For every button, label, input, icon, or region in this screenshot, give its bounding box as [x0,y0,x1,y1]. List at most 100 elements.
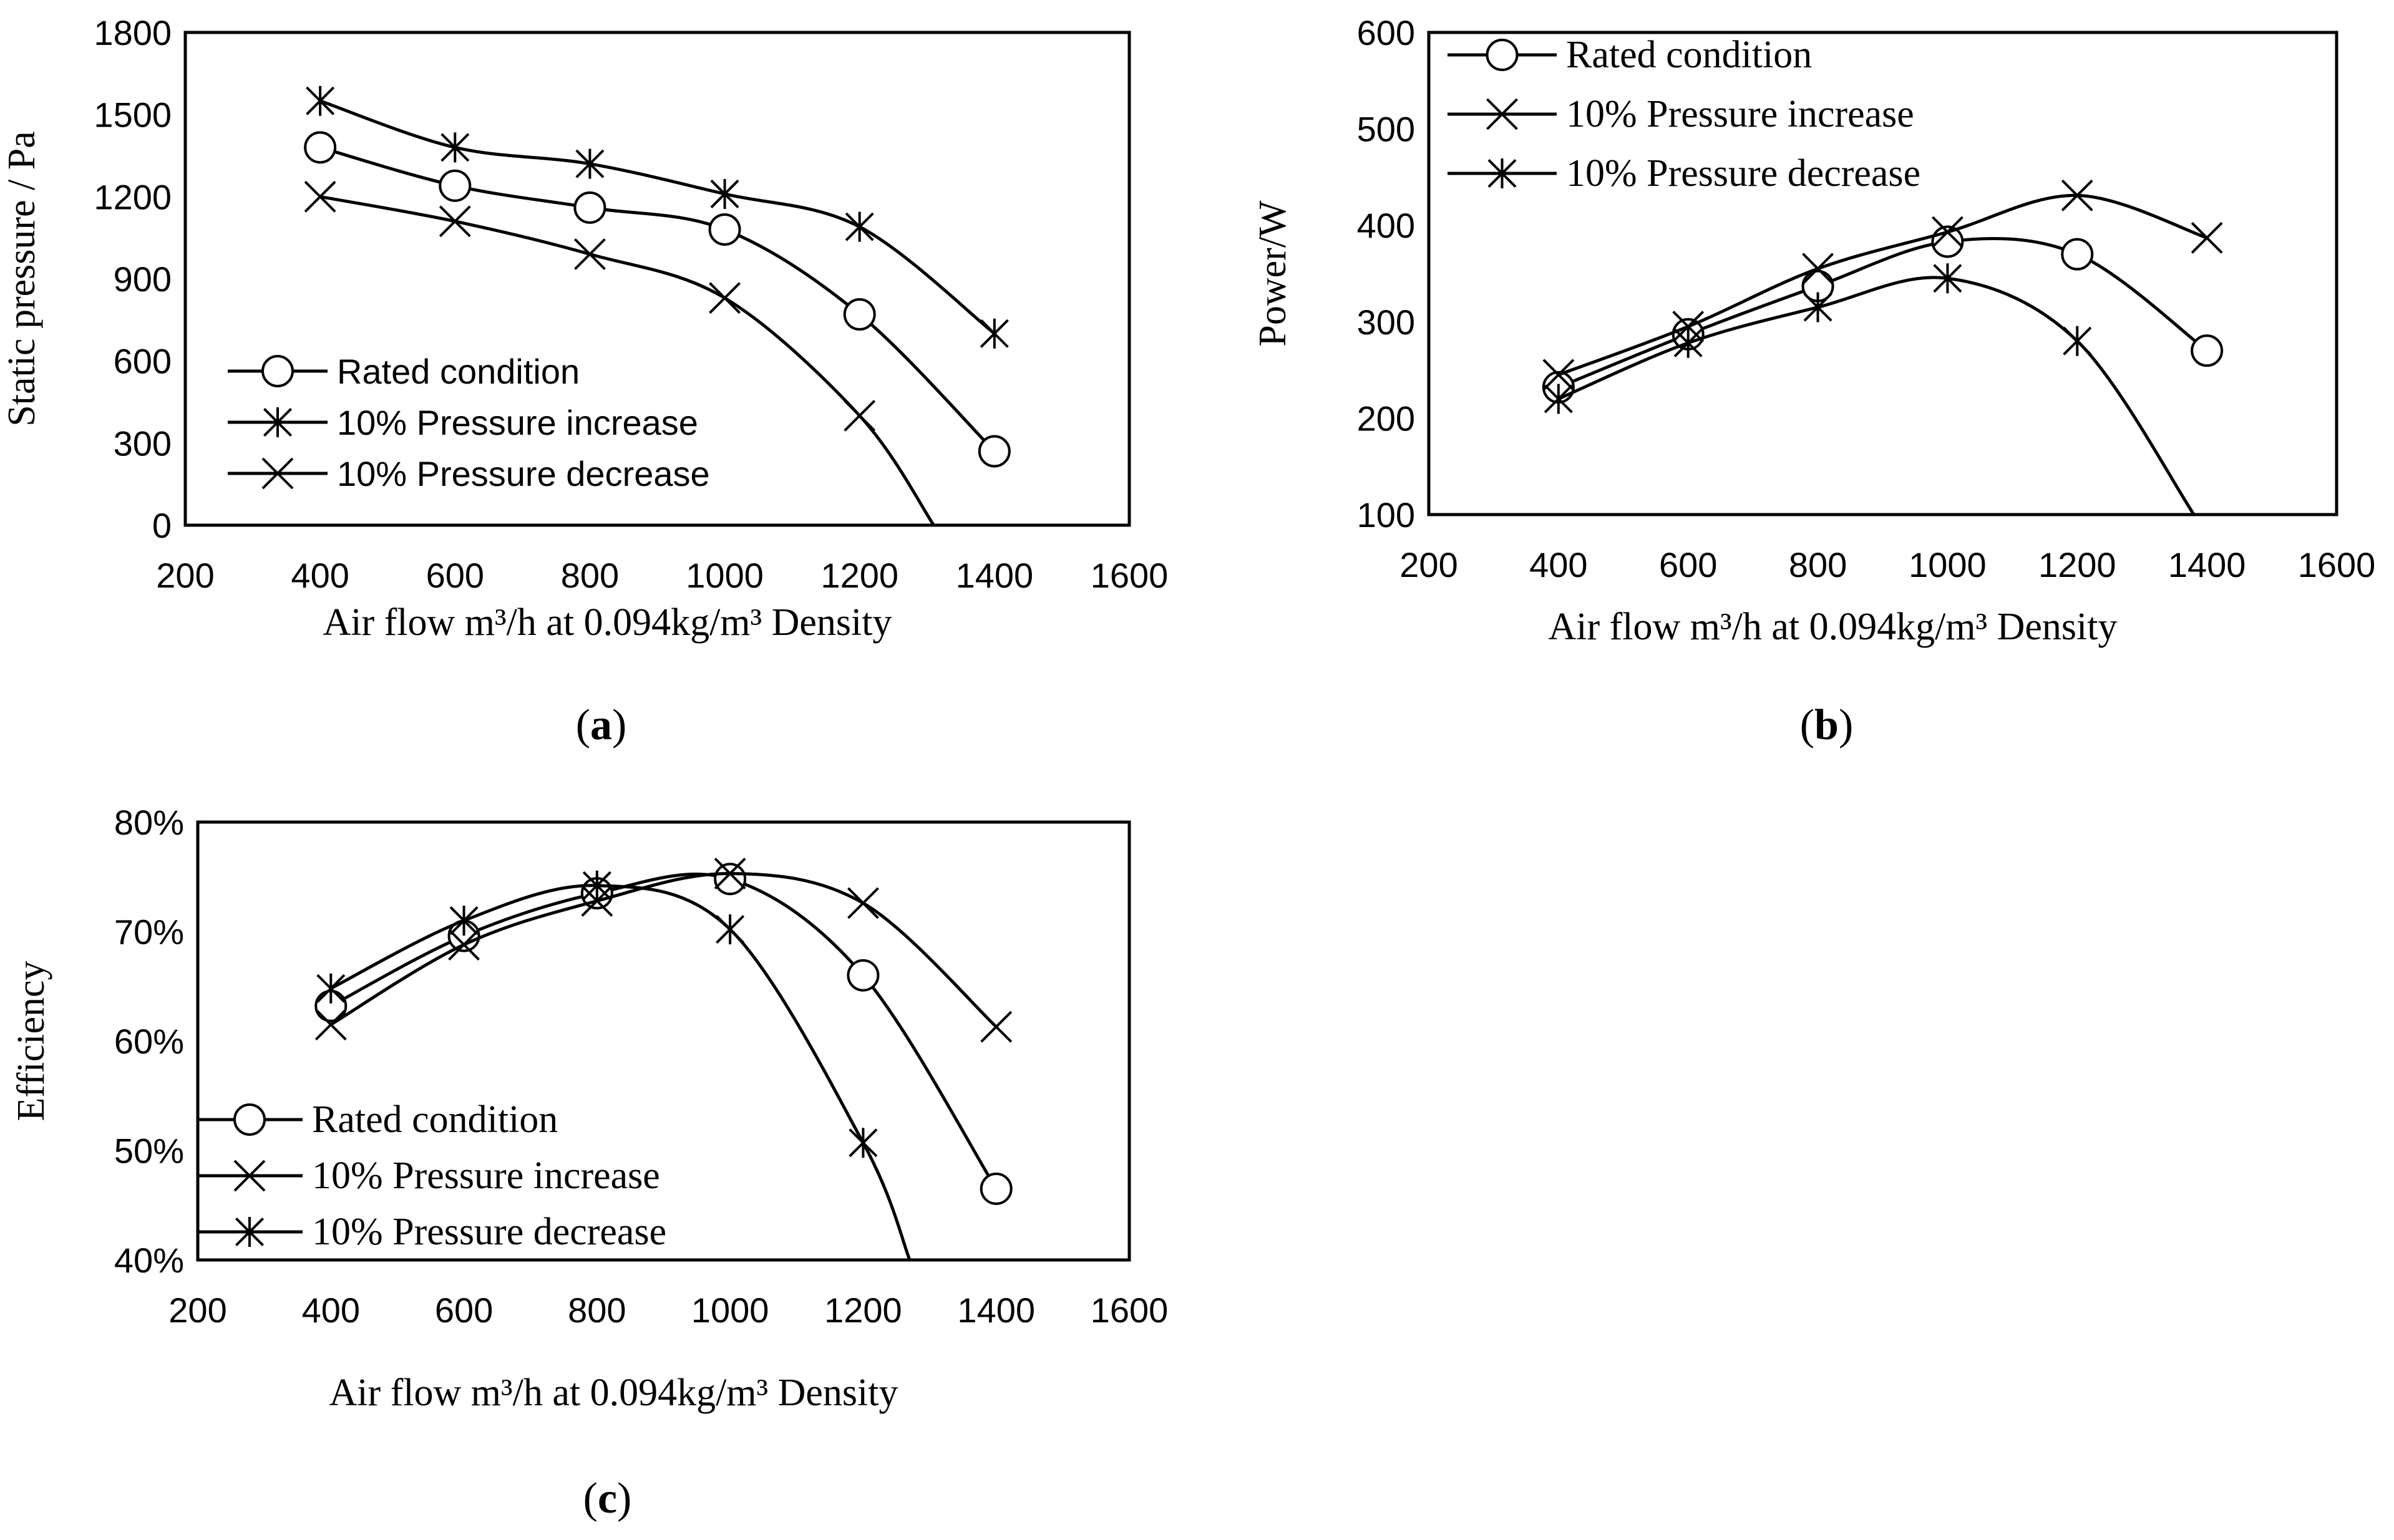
series-0-point-5 [980,1172,1013,1205]
series-0-point-3 [708,213,741,246]
y-tick-label: 60% [114,1022,184,1061]
x-tick-label: 200 [168,1291,226,1330]
x-tick-label: 1000 [691,1291,769,1330]
series-2-point-1 [1673,327,1703,358]
series-2-point-3 [709,282,741,314]
y-tick-label: 900 [114,259,172,299]
y-axis-label: Efficiency [10,961,52,1121]
series-legend-2-point-0 [1487,158,1517,188]
chart-b-power: 200 400 600 800 1000 1200 1400 1600 100 200 300 400… [1252,13,2375,749]
series-line-2 [1557,276,2196,515]
series-2-point-3 [1933,263,1962,294]
series-1-point-3 [714,858,746,889]
series-1-point-1 [1672,311,1705,342]
legend-label-1: 10% Pressure increase [312,1155,660,1197]
series-line-1 [329,871,998,1029]
y-tick-label: 200 [1357,399,1415,438]
series-0-point-4 [2061,238,2094,271]
series-2-point-4 [2063,326,2092,356]
series-1-point-0 [1542,359,1575,391]
series-legend-1-point-0 [1486,98,1518,130]
x-tick-label: 400 [302,1291,360,1330]
x-tick-label: 1200 [820,556,898,595]
series-1-point-5 [980,1010,1013,1043]
y-tick-label: 400 [1357,206,1415,245]
x-tick-label: 1400 [956,556,1034,595]
y-tick-label: 0 [152,506,172,545]
plot-area-frame [1427,31,2338,516]
y-tick-label: 600 [1357,13,1415,52]
series-line-0 [1557,236,2208,389]
series-legend-0-point-0 [233,1103,266,1136]
y-tick-label: 500 [1357,110,1415,149]
series-2-point-0 [304,180,336,213]
x-tick-label: 200 [156,556,214,595]
series-legend-2-point-0 [235,1217,265,1247]
x-tick-label: 600 [1659,545,1717,584]
y-tick-label: 70% [114,913,184,952]
legend-label-2: 10% Pressure decrease [1566,152,1920,195]
x-tick-label: 800 [568,1291,626,1330]
series-1-point-5 [2191,221,2223,254]
x-tick-label: 1600 [2298,545,2376,584]
legend-label-2: 10% Pressure decrease [312,1211,666,1253]
series-0-point-4 [843,298,876,331]
x-tick-label: 1200 [2038,545,2116,584]
series-1-point-3 [1932,216,1963,248]
x-tick-label: 400 [291,556,349,595]
series-line-1 [1557,193,2207,377]
panel-caption: (c) [583,1475,632,1523]
chart-a-static-pressure: 200 400 600 800 1000 1200 1400 1600 0 300 600 900 12… [1,13,1168,749]
series-1-point-4 [847,887,879,919]
x-tick-label: 1400 [957,1291,1035,1330]
y-axis-label: Static pressure / Pa [1,131,43,427]
panel-caption: (a) [576,701,627,749]
y-tick-label: 80% [114,803,184,842]
legend-label-1: 10% Pressure increase [1566,93,1914,135]
series-legend-1-point-0 [233,1160,266,1192]
series-1-point-1 [448,929,480,961]
series-1-point-0 [306,85,335,116]
series-2-point-0 [1544,384,1573,414]
series-1-point-4 [2061,179,2093,211]
x-tick-label: 600 [426,556,484,595]
x-tick-label: 400 [1529,545,1587,584]
x-axis-label: Air flow m³/h at 0.094kg/m³ Density [1549,606,2118,648]
legend-label-0: Rated condition [337,352,580,391]
series-0-point-5 [978,435,1011,468]
series-0-point-4 [847,959,880,992]
series-1-point-2 [1802,253,1834,285]
y-axis-label: Power/W [1252,200,1294,347]
series-1-point-0 [314,1009,347,1041]
x-axis-label: Air flow m³/h at 0.094kg/m³ Density [323,601,892,644]
y-tick-label: 40% [114,1241,184,1280]
series-legend-0-point-0 [261,355,294,387]
plot-area-frame [183,31,1131,527]
series-1-point-1 [440,132,470,163]
series-2-point-2 [1803,292,1832,322]
x-tick-label: 200 [1399,545,1457,584]
x-tick-label: 800 [1789,545,1847,584]
y-tick-label: 300 [1357,303,1415,342]
x-tick-label: 600 [435,1291,493,1330]
series-2-point-4 [844,400,876,432]
series-1-point-4 [845,211,874,242]
series-0-point-3 [714,863,747,896]
series-2-point-1 [439,205,471,238]
series-2-point-2 [582,870,611,901]
y-tick-label: 1800 [94,13,172,52]
series-2-point-4 [849,1128,878,1158]
y-tick-label: 300 [114,424,172,463]
series-1-point-5 [980,318,1009,349]
y-tick-label: 1500 [94,95,172,135]
series-2-point-3 [716,914,745,944]
series-2-point-0 [316,973,346,1004]
y-tick-label: 1200 [94,177,172,216]
series-line-0 [330,872,998,1190]
series-line-1 [319,99,996,335]
series-legend-1-point-0 [263,407,293,437]
series-1-point-3 [710,178,739,209]
plot-area-frame [196,820,1131,1262]
x-tick-label: 1400 [2168,545,2246,584]
